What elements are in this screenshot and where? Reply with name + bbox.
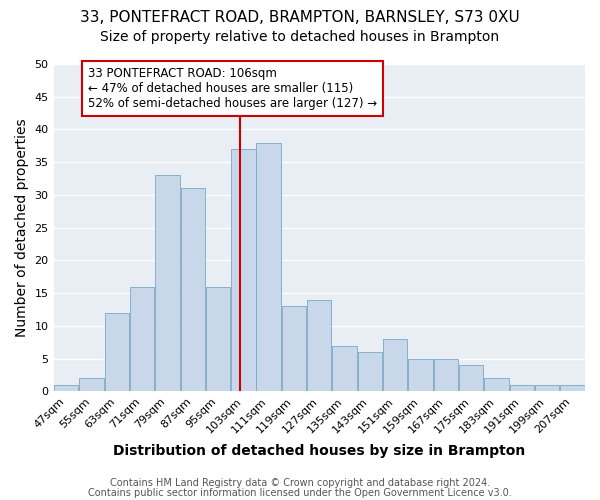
Text: 33 PONTEFRACT ROAD: 106sqm
← 47% of detached houses are smaller (115)
52% of sem: 33 PONTEFRACT ROAD: 106sqm ← 47% of deta… — [88, 68, 377, 110]
Bar — [256, 142, 281, 392]
Bar — [282, 306, 306, 392]
Bar — [509, 385, 534, 392]
Bar — [383, 339, 407, 392]
Bar — [332, 346, 357, 392]
Bar — [434, 358, 458, 392]
Bar — [181, 188, 205, 392]
Bar — [307, 300, 331, 392]
Bar — [155, 176, 179, 392]
Bar — [54, 385, 79, 392]
Text: 33, PONTEFRACT ROAD, BRAMPTON, BARNSLEY, S73 0XU: 33, PONTEFRACT ROAD, BRAMPTON, BARNSLEY,… — [80, 10, 520, 25]
Bar — [409, 358, 433, 392]
Y-axis label: Number of detached properties: Number of detached properties — [15, 118, 29, 337]
Bar — [358, 352, 382, 392]
Text: Contains HM Land Registry data © Crown copyright and database right 2024.: Contains HM Land Registry data © Crown c… — [110, 478, 490, 488]
Bar — [484, 378, 509, 392]
Text: Contains public sector information licensed under the Open Government Licence v3: Contains public sector information licen… — [88, 488, 512, 498]
Bar — [535, 385, 559, 392]
Bar — [130, 286, 154, 392]
Bar — [231, 149, 256, 392]
Bar — [459, 365, 483, 392]
Bar — [206, 286, 230, 392]
Bar — [79, 378, 104, 392]
Bar — [560, 385, 584, 392]
Bar — [104, 313, 129, 392]
Text: Size of property relative to detached houses in Brampton: Size of property relative to detached ho… — [100, 30, 500, 44]
X-axis label: Distribution of detached houses by size in Brampton: Distribution of detached houses by size … — [113, 444, 526, 458]
